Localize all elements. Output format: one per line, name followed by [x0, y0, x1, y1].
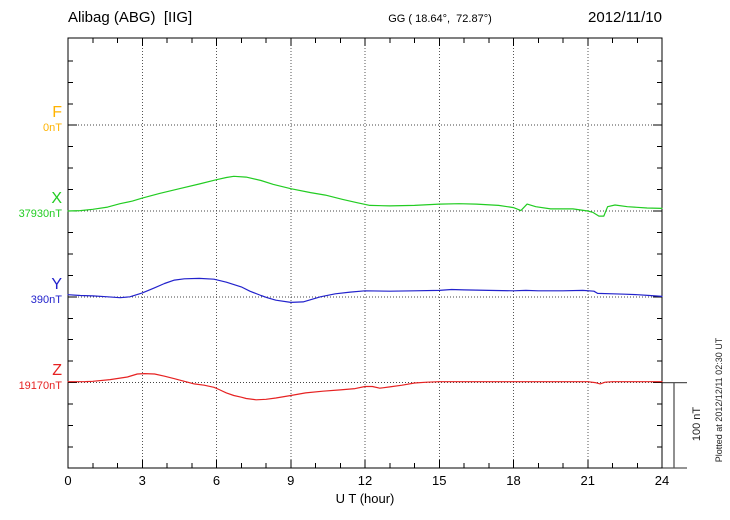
hour-label-15: 15: [432, 473, 447, 488]
plotted-timestamp-note: Plotted at 2012/12/11 02:30 UT: [714, 337, 724, 463]
trace-Z: [67, 373, 663, 401]
scale-bar-label: 100 nT: [691, 406, 703, 442]
series-label-F: F 0nT: [0, 105, 62, 134]
x-axis-title: U T (hour): [335, 491, 395, 506]
hour-label-21: 21: [580, 473, 595, 488]
hour-label-18: 18: [506, 473, 521, 488]
series-letter: F: [52, 104, 62, 122]
series-baseline-value: 390nT: [30, 293, 62, 306]
series-baseline-value: 19170nT: [18, 379, 62, 392]
series-baseline-value: 37930nT: [18, 208, 62, 220]
geographic-coords: GG ( 18.64°, 72.87°): [388, 13, 492, 25]
trace-Y: [67, 277, 663, 303]
hour-label-0: 0: [64, 473, 72, 488]
series-label-X: X 37930nT: [0, 191, 62, 220]
series-baseline-value: 0nT: [43, 122, 62, 135]
series-label-Y: Y 390nT: [0, 275, 62, 306]
hour-label-24: 24: [654, 473, 670, 488]
hour-label-6: 6: [212, 473, 221, 488]
series-label-Z: Z 19170nT: [0, 361, 62, 392]
series-letter: X: [51, 190, 62, 207]
hour-label-12: 12: [357, 473, 373, 488]
series-letter: Z: [52, 361, 62, 379]
hour-label-9: 9: [287, 473, 295, 488]
series-letter: Y: [51, 275, 62, 293]
trace-X: [67, 175, 663, 217]
record-date: 2012/11/10: [588, 9, 662, 26]
station-title: Alibag (ABG) [IIG]: [68, 9, 193, 26]
hour-label-3: 3: [138, 473, 146, 488]
